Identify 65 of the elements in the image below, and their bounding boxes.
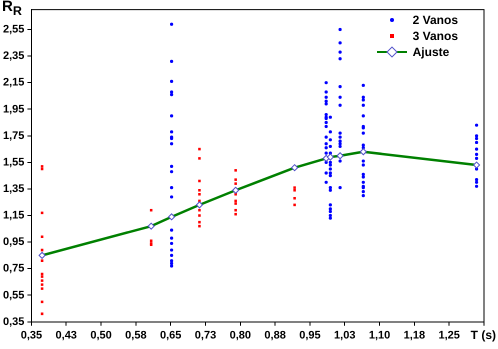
point (40, 300, 44, 304)
point (234, 200, 237, 202)
y-tick-label: 2,35 (2, 50, 24, 62)
point (40, 275, 44, 278)
point (40, 259, 44, 262)
point (293, 204, 296, 206)
x-axis-title: T (s) (470, 328, 496, 342)
point (40, 168, 44, 170)
point (234, 208, 237, 212)
legend-label: 2 Vanos (412, 12, 458, 28)
point (40, 272, 44, 276)
y-axis-title: R$_{R}$ (2, 0, 22, 18)
y-tick-label: 1,15 (2, 210, 24, 222)
y-tick-label: 2,55 (2, 24, 24, 36)
x-tick-label: 0,58 (125, 329, 147, 342)
y-tick-label: 0,35 (2, 316, 24, 328)
x-tick-label: 0,80 (230, 329, 252, 342)
point (293, 196, 296, 200)
point (234, 212, 237, 216)
point (40, 312, 44, 316)
y-tick-label: 0,55 (2, 289, 24, 302)
point (198, 208, 201, 212)
x-tick-label: 1,18 (404, 329, 426, 342)
point (150, 208, 152, 212)
point (234, 169, 237, 172)
point (198, 220, 201, 224)
x-tick-label: 1,10 (368, 329, 390, 342)
y-tick-label: 2,15 (2, 76, 24, 89)
x-tick-label: 0,43 (56, 329, 77, 342)
x-tick-label: 1,25 (438, 329, 460, 342)
point (234, 178, 237, 181)
x-tick-label: 0,95 (299, 329, 321, 342)
x-tick-label: 1,03 (334, 329, 356, 342)
x-tick-label: 0,35 (20, 329, 42, 342)
point (40, 248, 44, 252)
point (40, 287, 44, 290)
y-tick-label: 1,35 (2, 182, 24, 195)
x-tick-label: 0,50 (90, 329, 112, 342)
legend-label: Ajuste (412, 44, 450, 60)
x-tick-label: 0,73 (194, 329, 216, 342)
point (293, 189, 296, 192)
y-tick-label: 1,95 (2, 103, 24, 116)
point (40, 236, 44, 238)
point (40, 283, 44, 286)
y-tick-label: 1,75 (2, 130, 24, 142)
point (198, 214, 201, 217)
point (40, 279, 44, 282)
y-tick-label: 1,55 (2, 156, 24, 168)
legend-label: 3 Vanos (412, 28, 458, 44)
point (234, 202, 237, 205)
x-tick-label: 0,88 (264, 329, 286, 342)
point (40, 212, 44, 214)
x-tick-label: 0,65 (160, 329, 182, 342)
y-tick-label: 0,75 (2, 262, 24, 275)
point (198, 180, 201, 182)
point (198, 189, 201, 192)
point (198, 224, 201, 228)
point (40, 165, 44, 168)
point (150, 239, 152, 242)
point (198, 148, 201, 150)
y-tick-label: 0,95 (2, 236, 24, 248)
point (293, 186, 296, 189)
point (234, 182, 237, 185)
point (198, 157, 201, 160)
point (198, 192, 201, 196)
